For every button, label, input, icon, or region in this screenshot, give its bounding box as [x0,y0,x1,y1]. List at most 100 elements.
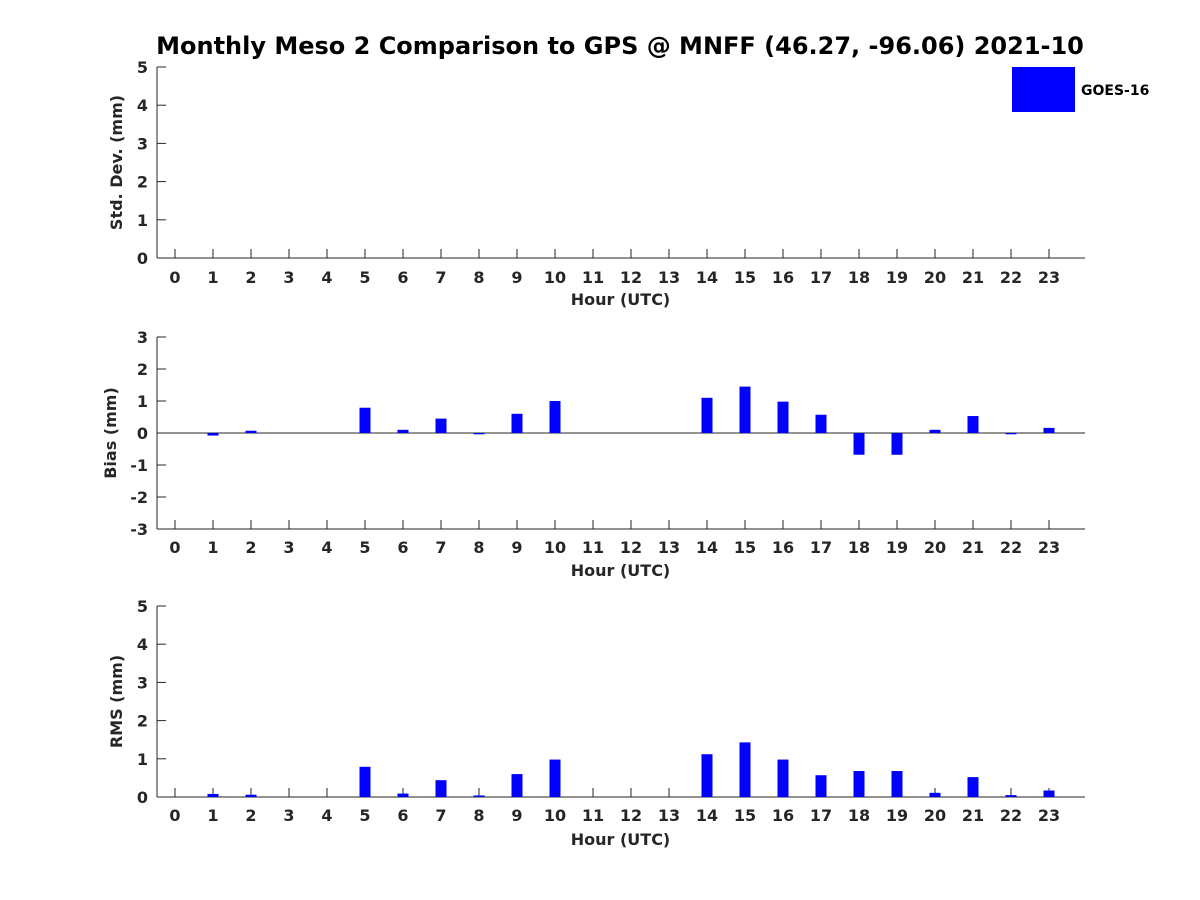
bias-bar [511,413,523,433]
std-dev-x-tick-label: 1 [207,268,218,287]
bias-x-tick-label: 21 [962,538,984,557]
rms-bar [739,742,751,797]
std-dev-x-tick-label: 9 [511,268,522,287]
std-dev-x-tick-label: 7 [435,268,446,287]
bias-bar [701,397,713,433]
std-dev-y-tick-label: 5 [137,58,148,77]
std-dev-x-tick-label: 15 [734,268,756,287]
rms-bar [207,793,219,797]
bias-bar [891,433,903,455]
bias-x-tick-label: 11 [582,538,604,557]
std-dev-x-tick-label: 8 [473,268,484,287]
bias-bar [207,433,219,436]
rms-x-tick-label: 6 [397,806,408,825]
bias-x-tick-label: 7 [435,538,446,557]
rms-x-tick-label: 10 [544,806,566,825]
std-dev-y-tick-label: 0 [137,249,148,268]
std-dev-x-tick-label: 6 [397,268,408,287]
legend-label: GOES-16 [1081,83,1149,99]
bias-x-tick-label: 16 [772,538,794,557]
rms-bar [435,780,447,797]
bias-y-tick-label: 2 [137,360,148,379]
rms-x-tick-label: 19 [886,806,908,825]
bias-bar [245,430,257,433]
bias-x-tick-label: 6 [397,538,408,557]
bias-y-axis-label: Bias (mm) [101,387,120,479]
bias-bar [1005,433,1017,435]
bias-x-tick-label: 3 [283,538,294,557]
bias-x-axis-label: Hour (UTC) [571,561,671,580]
rms-bar [853,771,865,797]
rms-x-tick-label: 23 [1038,806,1060,825]
std-dev-y-axis-label: Std. Dev. (mm) [107,95,126,230]
std-dev-x-tick-label: 0 [169,268,180,287]
std-dev-x-tick-label: 14 [696,268,718,287]
rms-x-tick-label: 4 [321,806,332,825]
bias-x-tick-label: 14 [696,538,718,557]
rms-x-tick-label: 18 [848,806,870,825]
rms-y-tick-label: 2 [137,712,148,731]
rms-y-tick-label: 1 [137,750,148,769]
rms-x-tick-label: 16 [772,806,794,825]
std-dev-y-tick-label: 3 [137,134,148,153]
bias-bar [739,386,751,433]
rms-x-tick-label: 15 [734,806,756,825]
std-dev-x-tick-label: 17 [810,268,832,287]
bias-bar [397,429,409,433]
bias-x-tick-label: 23 [1038,538,1060,557]
rms-bar [549,759,561,797]
bias-bar [473,433,485,435]
rms-x-tick-label: 13 [658,806,680,825]
std-dev-x-tick-label: 19 [886,268,908,287]
std-dev-y-tick-label: 1 [137,211,148,230]
rms-y-axis-label: RMS (mm) [107,655,126,748]
std-dev-y-tick-label: 2 [137,173,148,192]
std-dev-y-tick-label: 4 [137,96,148,115]
bias-y-tick-label: -2 [130,488,148,507]
std-dev-x-tick-label: 10 [544,268,566,287]
legend: GOES-16 [1012,67,1149,112]
bias-x-tick-label: 13 [658,538,680,557]
bias-bar [967,416,979,433]
bias-y-tick-label: 3 [137,328,148,347]
bias-y-tick-label: 0 [137,424,148,443]
rms-bar [473,795,485,797]
rms-x-tick-label: 21 [962,806,984,825]
rms-bar [891,771,903,797]
bias-x-tick-label: 12 [620,538,642,557]
rms-bar [967,777,979,797]
std-dev-x-tick-label: 22 [1000,268,1022,287]
bias-x-tick-label: 4 [321,538,332,557]
bias-bar [359,407,371,433]
bias-x-tick-label: 1 [207,538,218,557]
rms-x-tick-label: 8 [473,806,484,825]
std-dev-x-tick-label: 13 [658,268,680,287]
std-dev-x-tick-label: 3 [283,268,294,287]
legend-swatch [1012,67,1075,112]
bias-x-tick-label: 17 [810,538,832,557]
std-dev-x-tick-label: 12 [620,268,642,287]
bias-x-tick-label: 19 [886,538,908,557]
std-dev-x-tick-label: 16 [772,268,794,287]
chart-title: Monthly Meso 2 Comparison to GPS @ MNFF … [156,32,1084,60]
bias-bar [1043,427,1055,433]
rms-y-tick-label: 4 [137,635,148,654]
std-dev-x-tick-label: 2 [245,268,256,287]
rms-x-tick-label: 3 [283,806,294,825]
rms-x-tick-label: 9 [511,806,522,825]
rms-y-tick-label: 5 [137,597,148,616]
bias-y-tick-label: -1 [130,456,148,475]
std-dev-x-tick-label: 23 [1038,268,1060,287]
bias-x-tick-label: 10 [544,538,566,557]
std-dev-x-tick-label: 5 [359,268,370,287]
rms-x-tick-label: 20 [924,806,946,825]
bias-x-tick-label: 20 [924,538,946,557]
rms-y-tick-label: 0 [137,788,148,807]
rms-bar [359,766,371,797]
std-dev-x-tick-label: 18 [848,268,870,287]
bias-x-tick-label: 15 [734,538,756,557]
bias-bar [777,401,789,433]
bias-x-tick-label: 9 [511,538,522,557]
